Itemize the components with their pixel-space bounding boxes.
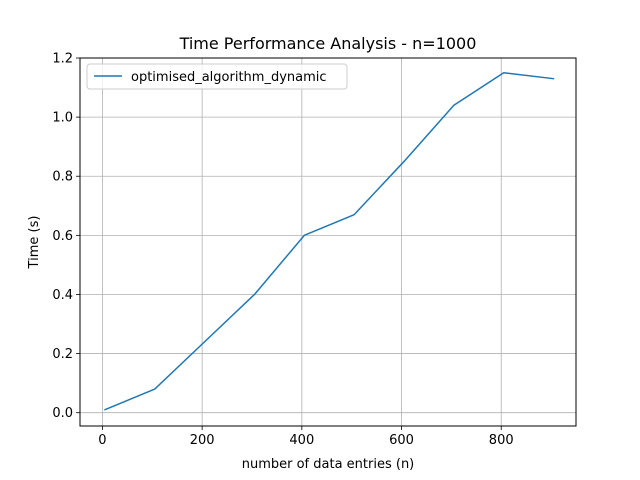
x-tick-label: 600 (389, 433, 414, 448)
series-line (104, 72, 555, 411)
y-tick-label: 0.4 (52, 288, 73, 303)
x-tick-label: 400 (289, 433, 314, 448)
y-tick-label: 0.0 (52, 406, 73, 421)
plot-frame (79, 57, 577, 427)
legend: optimised_algorithm_dynamic (86, 63, 348, 90)
chart-title: Time Performance Analysis - n=1000 (179, 34, 477, 53)
y-tick-label: 1.2 (52, 52, 73, 67)
x-tick-label: 800 (489, 433, 514, 448)
x-axis-label: number of data entries (n) (242, 457, 415, 472)
x-tick-label: 0 (98, 433, 106, 448)
y-tick-label: 0.2 (52, 347, 73, 362)
ticks: 0 200 400 600 800 0.0 0.2 0.4 0.6 0.8 1.0 1.2 (52, 52, 513, 449)
legend-box (86, 63, 348, 90)
y-tick-label: 0.6 (52, 229, 73, 244)
x-tick-label: 200 (190, 433, 215, 448)
legend-label: optimised_algorithm_dynamic (131, 70, 327, 85)
grid (80, 57, 576, 426)
y-axis-label: Time (s) (27, 216, 42, 270)
y-tick-label: 0.8 (52, 170, 73, 185)
y-tick-label: 1.0 (52, 111, 73, 126)
series-layer (104, 72, 555, 411)
